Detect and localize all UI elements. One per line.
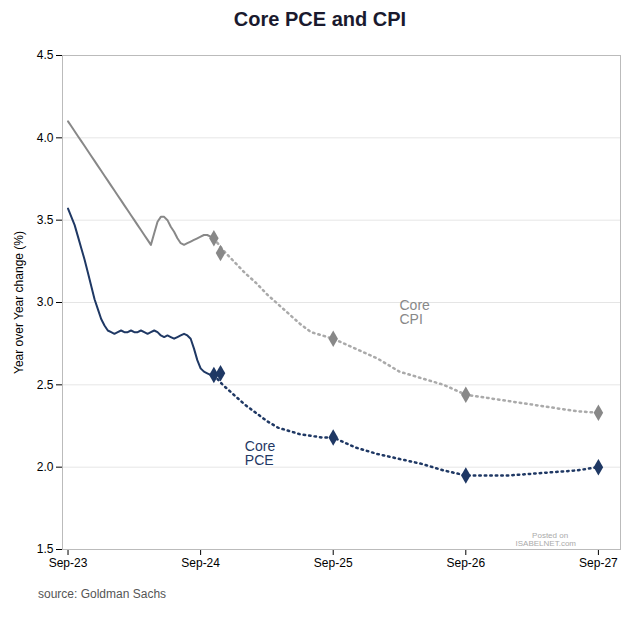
svg-text:Sep-24: Sep-24 [181, 556, 220, 570]
svg-text:Sep-25: Sep-25 [314, 556, 353, 570]
svg-text:CorePCE: CorePCE [245, 438, 276, 468]
svg-text:4.5: 4.5 [37, 48, 54, 62]
html-text:source: Goldman Sachs: source: Goldman Sachs [38, 587, 167, 601]
svg-text:3.0: 3.0 [37, 295, 54, 309]
svg-text:Posted on: Posted on [532, 531, 569, 540]
svg-text:3.5: 3.5 [37, 213, 54, 227]
svg-text:4.0: 4.0 [37, 131, 54, 145]
svg-text:Sep-26: Sep-26 [446, 556, 485, 570]
svg-text:Year over Year change (%): Year over Year change (%) [12, 231, 26, 374]
svg-text:Sep-27: Sep-27 [579, 556, 618, 570]
svg-text:ISABELNET.com: ISABELNET.com [516, 539, 577, 548]
svg-text:2.0: 2.0 [37, 460, 54, 474]
html-text:Core PCE and CPI: Core PCE and CPI [233, 8, 407, 30]
svg-text:Sep-23: Sep-23 [49, 556, 88, 570]
svg-text:1.5: 1.5 [37, 542, 54, 556]
svg-text:2.5: 2.5 [37, 378, 54, 392]
svg-text:CoreCPI: CoreCPI [400, 297, 431, 327]
